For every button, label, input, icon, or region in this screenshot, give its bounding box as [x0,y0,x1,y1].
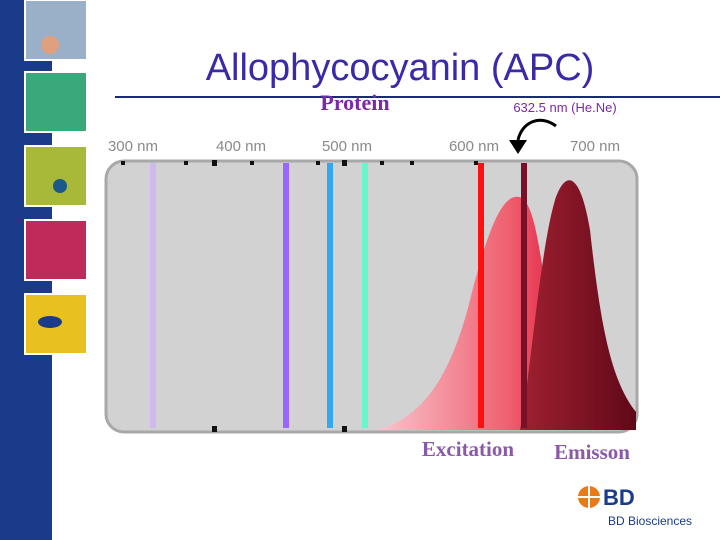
laser-label: 632.5 nm (He.Ne) [513,100,616,115]
excitation-label: Excitation [422,437,514,461]
emission-label: Emisson [554,440,630,464]
emission-curve [520,180,636,430]
laser-lines [150,163,527,428]
logo: BD BD Biosciences [578,485,692,528]
wavelength-label: 400 nm [216,138,266,155]
logo-company: BD Biosciences [608,514,692,528]
arrow [516,118,557,141]
arrow-head [509,140,527,154]
box-ticks [121,160,478,432]
wavelength-axis: 300 nm 400 nm 500 nm 600 nm 700 nm [108,138,620,155]
sidebar-icons [24,0,88,355]
wavelength-label: 500 nm [322,138,372,155]
logo-mark: BD [603,485,635,510]
wavelength-label: 700 nm [570,138,620,155]
wavelength-label: 300 nm [108,138,158,155]
wavelength-label: 600 nm [449,138,499,155]
title: Allophycocyanin (APC) [206,47,595,89]
subtitle: Protein [320,90,389,115]
excitation-curve [375,196,565,430]
